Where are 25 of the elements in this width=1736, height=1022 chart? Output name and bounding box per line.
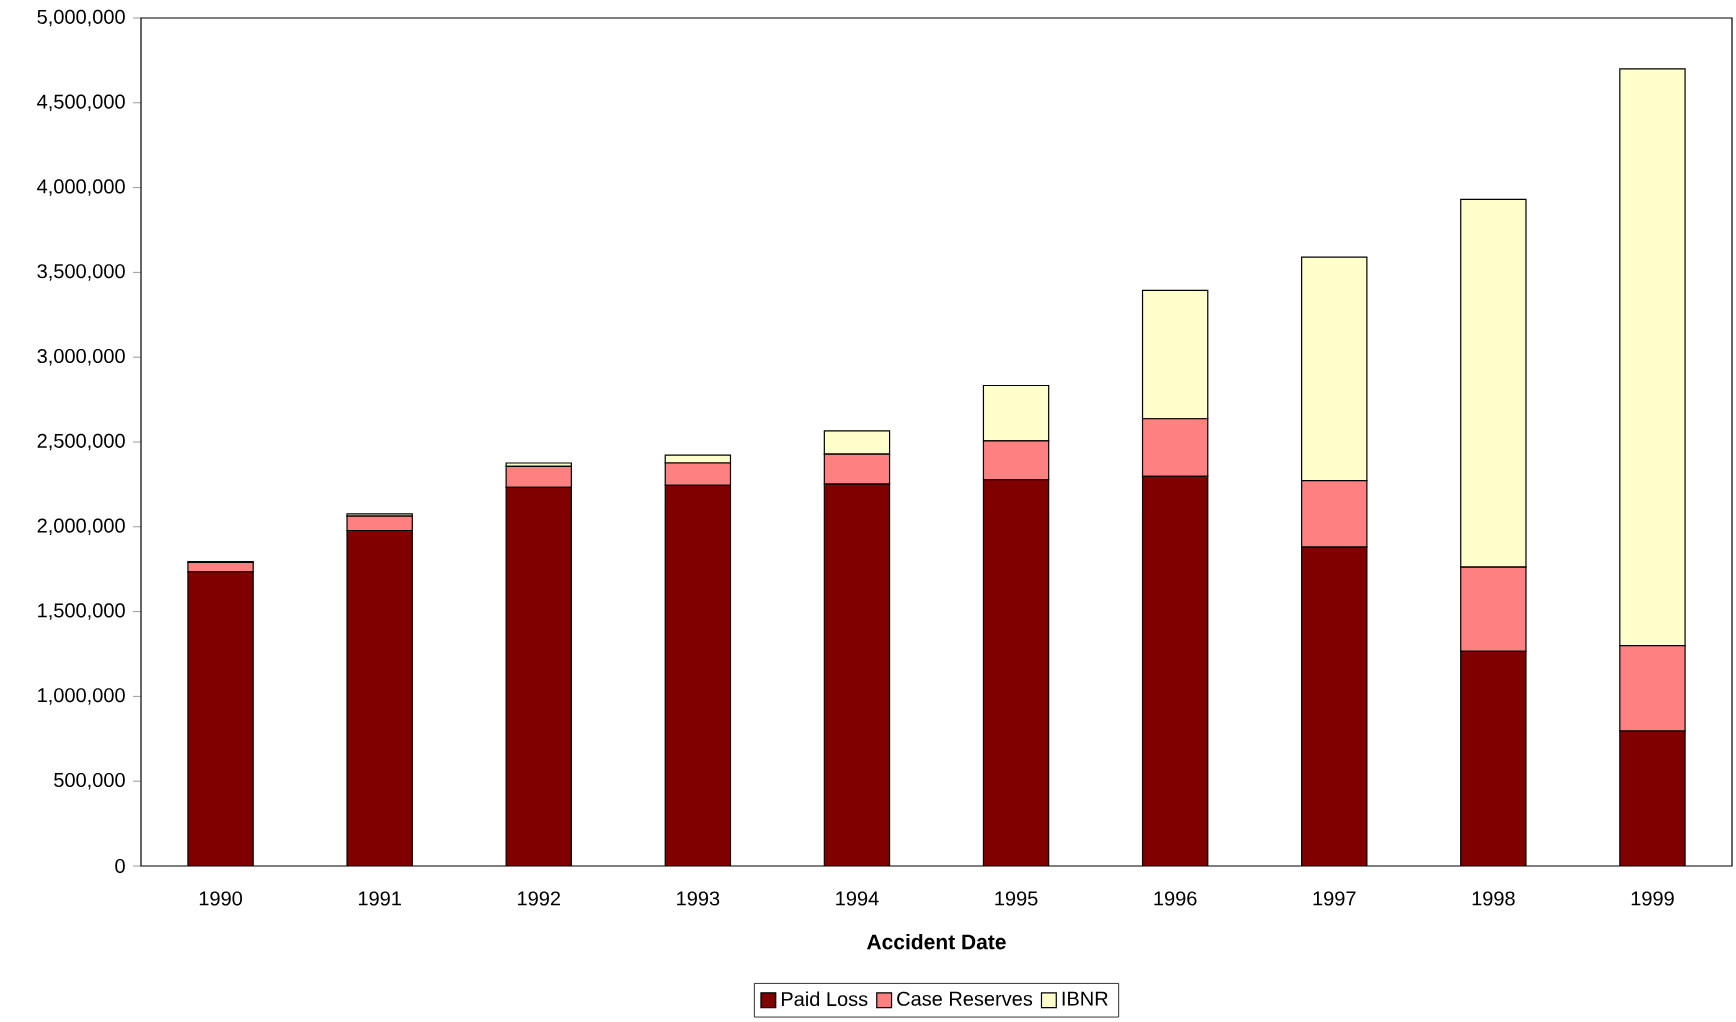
x-tick-label: 1993 (677, 891, 720, 906)
y-tick-label: 4,000,000 (37, 179, 125, 196)
x-tick-label: 1998 (1472, 891, 1515, 906)
legend-label: Case Reserves (897, 991, 1033, 1006)
x-tick-label: 1995 (995, 891, 1038, 906)
y-tick-label: 4,500,000 (37, 94, 125, 112)
text: 0 (115, 858, 125, 874)
x-tick-label: 1996 (1154, 891, 1197, 906)
y-tick-label: 1,500,000 (38, 603, 125, 620)
x-tick-label: 1992 (518, 891, 560, 906)
legend-label: Paid Loss (781, 991, 868, 1007)
legend-label: IBNR (1062, 991, 1108, 1006)
x-axis-title: Accident Date (867, 933, 1006, 950)
y-tick-label: 5,000,000 (37, 9, 125, 27)
x-tick-label: 1994 (836, 891, 879, 906)
y-tick-label: 1,000,000 (38, 688, 125, 705)
x-tick-label: 1990 (199, 891, 243, 906)
y-tick-label: 2,000,000 (37, 518, 125, 536)
x-tick-label: 1999 (1631, 891, 1674, 906)
x-tick-label: 1991 (358, 891, 401, 906)
y-tick-label: 2,500,000 (37, 433, 125, 451)
y-tick-label: 500,000 (54, 772, 125, 790)
y-tick-label: 3,000,000 (37, 348, 125, 366)
y-tick-label: 3,500,000 (37, 264, 125, 281)
x-tick-label: 1997 (1313, 891, 1356, 906)
